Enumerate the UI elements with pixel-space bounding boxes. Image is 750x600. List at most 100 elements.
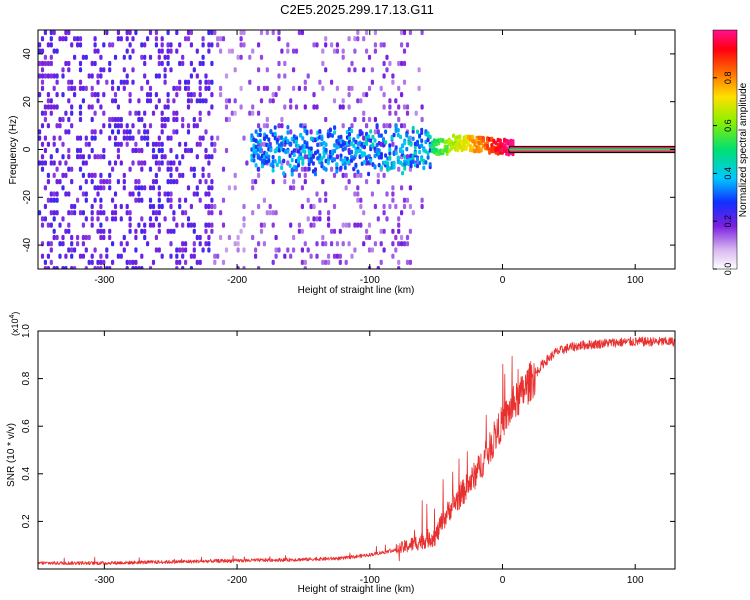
spectrogram-cell	[131, 147, 135, 154]
spectrogram-cell	[61, 154, 65, 160]
spectrogram-cell	[52, 48, 56, 54]
spectrogram-cell	[382, 247, 386, 253]
spectrogram-cell	[58, 160, 62, 166]
spectrogram-cell	[96, 266, 100, 269]
spectrogram-cell	[78, 147, 83, 154]
spectrogram-cell	[195, 154, 199, 160]
colorbar-gradient	[712, 29, 738, 270]
spectrogram-cell	[258, 139, 262, 144]
spectrogram-cell	[213, 259, 217, 265]
spectrogram-cell	[268, 203, 272, 210]
spectrogram-cell	[172, 85, 176, 91]
spectrogram-cell	[315, 216, 319, 222]
spectrogram-cell	[113, 54, 118, 60]
spectrogram-cell	[93, 48, 97, 54]
spectrogram-cell	[175, 253, 179, 259]
spectrogram-cell	[379, 259, 383, 265]
spectrogram-cell	[369, 158, 373, 163]
spectrogram-cell	[373, 203, 377, 210]
spectrogram-cell	[154, 247, 158, 253]
spectrogram-cell	[312, 203, 316, 210]
spectrogram-cell	[353, 172, 357, 178]
spectrogram-cell	[52, 228, 56, 234]
spectrogram-cell	[70, 210, 74, 216]
spectrogram-cell	[43, 216, 47, 222]
spectrogram-cell	[43, 203, 47, 210]
spectrogram-cell	[379, 165, 383, 170]
spectrogram-cell	[405, 146, 409, 152]
colorbar-tick-label: 0.4	[723, 167, 733, 180]
spectrogram-cell	[166, 179, 170, 185]
spectrogram-cell	[271, 30, 275, 36]
spectrogram-cell	[227, 48, 231, 54]
spectrogram-cell	[160, 253, 164, 259]
spectrogram-cell	[87, 141, 91, 147]
spectrogram-cell	[64, 228, 68, 234]
spectrogram-cell	[38, 73, 42, 79]
spectrogram-cell	[254, 150, 258, 156]
spectrogram-cell	[367, 247, 372, 253]
spectrogram-cell	[148, 185, 153, 191]
spectrogram-cell	[305, 129, 309, 134]
spectrogram-cell	[227, 234, 231, 241]
y-tick-label: 0.6	[21, 419, 32, 433]
spectrogram-cell	[371, 142, 375, 147]
spectrogram-cell	[137, 160, 141, 166]
spectrogram-cell	[297, 158, 300, 163]
spectrogram-cell	[40, 48, 45, 54]
spectrogram-cell	[52, 216, 56, 222]
spectrogram-cell	[64, 253, 68, 259]
spectrogram-cell	[140, 147, 144, 154]
spectrogram-cell	[333, 157, 337, 162]
spectrogram-cell	[245, 160, 249, 166]
spectrogram-cell	[297, 172, 301, 178]
spectrogram-cell	[116, 253, 120, 259]
spectrogram-cell	[365, 30, 369, 36]
spectrogram-cell	[236, 54, 240, 60]
spectrogram-cell	[321, 259, 325, 265]
spectrogram-cell	[353, 191, 357, 197]
spectrogram-cell	[280, 165, 284, 170]
snr-background	[38, 331, 675, 569]
spectrogram-cell	[394, 150, 398, 156]
snr-y-axis-label: SNR (10 * v/v)	[6, 423, 17, 487]
spectrogram-cell	[362, 160, 366, 165]
spectrogram-cell	[90, 92, 94, 98]
spectrogram-cell	[352, 156, 356, 161]
spectrogram-cell	[157, 60, 161, 67]
spectrogram-cell	[300, 259, 304, 265]
spectrogram-cell	[394, 203, 398, 210]
spectrogram-cell	[400, 60, 404, 67]
spectrogram-cell	[157, 147, 161, 154]
spectrogram-cell	[400, 92, 404, 98]
spectrogram-cell	[242, 30, 246, 36]
spectrogram-cell	[362, 67, 366, 73]
spectrogram-cell	[186, 104, 191, 110]
spectrogram-cell	[166, 98, 170, 104]
spectrogram-cell	[96, 185, 100, 191]
spectrogram-cell	[140, 135, 144, 141]
spectrogram-cell	[332, 98, 337, 104]
spectrogram-cell	[420, 203, 424, 210]
spectrogram-cell	[420, 116, 424, 123]
spectrogram-cell	[511, 139, 515, 144]
spectrogram-cell	[388, 155, 392, 161]
spectrogram-cell	[73, 203, 77, 210]
spectrogram-cell	[186, 98, 191, 104]
spectrogram-cell	[416, 156, 419, 162]
x-tick-label: -200	[227, 275, 247, 286]
spectrogram-cell	[207, 154, 211, 160]
colorbar-ticks: 0.0 0.2 0.4 0.6 0.8	[713, 72, 733, 275]
spectrogram-cell	[49, 36, 53, 42]
spectrogram-cell	[271, 168, 275, 173]
spectrogram-cell	[221, 166, 226, 172]
spectrogram-cell	[125, 141, 129, 147]
y-tick-label: 0.8	[21, 371, 32, 385]
spectrogram-cell	[301, 136, 305, 141]
spectrogram-cell	[73, 247, 77, 253]
spectrogram-cell	[163, 79, 167, 85]
spectrogram-cell	[116, 141, 120, 147]
spectrogram-cell	[181, 210, 185, 216]
spectrogram-cell	[297, 30, 301, 36]
spectrogram-cell	[160, 141, 164, 147]
